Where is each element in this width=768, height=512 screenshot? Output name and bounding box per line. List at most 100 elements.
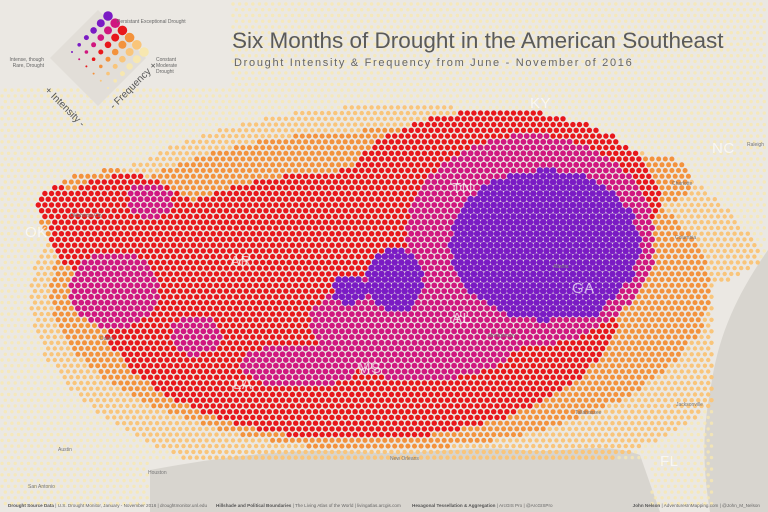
hex-dot [71,265,78,271]
hex-dot [296,173,302,179]
hex-dot [632,162,639,168]
hex-dot [500,207,507,214]
hex-dot [10,203,14,207]
hex-dot [399,76,403,81]
hex-dot [327,54,331,58]
hex-dot [647,151,651,155]
hex-dot [326,248,332,254]
hex-dot [303,94,308,98]
hex-dot [713,82,717,87]
hex-dot [475,36,479,41]
hex-dot [455,48,460,52]
hex-dot [488,59,493,64]
hex-dot [626,196,632,203]
hex-dot [147,259,154,266]
hex-dot [497,121,503,128]
hex-dot [104,242,111,248]
hex-dot [69,145,74,150]
hex-dot [376,59,380,64]
hex-dot [480,218,488,226]
hex-dot [386,54,390,58]
hex-dot [739,13,743,18]
hex-dot [752,13,757,18]
hex-dot [569,178,577,186]
hex-dot [660,71,664,75]
hex-dot [706,197,711,202]
hex-dot [572,184,580,191]
hex-dot [327,76,331,81]
hex-dot [600,36,605,41]
hex-dot [99,117,103,121]
hex-dot [342,242,348,248]
hex-dot [372,190,378,197]
hex-dot [392,144,398,151]
hex-dot [571,99,575,104]
hex-dot [167,213,173,220]
hex-dot [541,36,545,41]
hex-dot [581,105,585,110]
hex-dot [310,94,314,98]
hex-dot [576,247,583,255]
hex-dot [627,2,631,6]
hex-dot [26,128,31,132]
hex-dot [230,219,236,225]
hex-dot [649,225,655,231]
hex-dot [673,151,677,155]
hex-dot [170,242,177,248]
hex-dot [604,76,608,81]
hex-dot [210,231,216,237]
hex-dot [244,25,248,29]
hex-dot [56,111,60,115]
hex-dot [16,180,21,184]
hex-dot [444,202,451,208]
hex-dot [444,167,451,174]
hex-dot [449,36,453,41]
hex-dot [128,248,134,254]
hex-dot [438,236,444,243]
hex-dot [261,65,265,69]
hex-dot [405,133,411,139]
hex-dot [438,156,444,162]
hex-dot [653,13,658,18]
hex-dot [89,134,93,138]
hex-dot [755,260,760,265]
hex-dot [448,139,454,145]
hex-dot [145,140,149,144]
hex-dot [441,207,448,214]
hex-dot [154,213,161,220]
hex-dot [732,265,737,271]
hex-dot [483,213,491,220]
hex-dot [546,230,554,237]
hex-dot [419,88,423,92]
hex-dot [286,271,292,277]
hex-dot [39,243,44,247]
hex-dot [673,36,677,41]
hex-dot [313,110,318,116]
hex-dot [378,248,385,254]
hex-dot [86,105,90,110]
hex-dot [686,220,691,225]
hex-dot [528,59,532,64]
hex-dot [570,121,576,128]
hex-dot [36,145,40,150]
hex-dot [619,218,626,226]
hex-dot [558,19,562,23]
hex-dot [353,54,357,58]
hex-dot [152,128,156,132]
hex-dot [379,99,384,104]
hex-dot [752,25,757,29]
hex-dot [309,253,315,260]
hex-dot [121,190,127,197]
hex-dot [492,99,496,104]
hex-dot [428,196,434,203]
hex-dot [607,13,611,18]
hex-dot [310,25,314,29]
hex-dot [406,54,410,58]
hex-dot [637,111,641,115]
hex-dot [332,133,338,139]
hex-dot [42,260,48,265]
hex-dot [378,270,385,278]
hex-dot [612,230,620,237]
hex-dot [198,128,202,132]
hex-dot [323,48,328,52]
